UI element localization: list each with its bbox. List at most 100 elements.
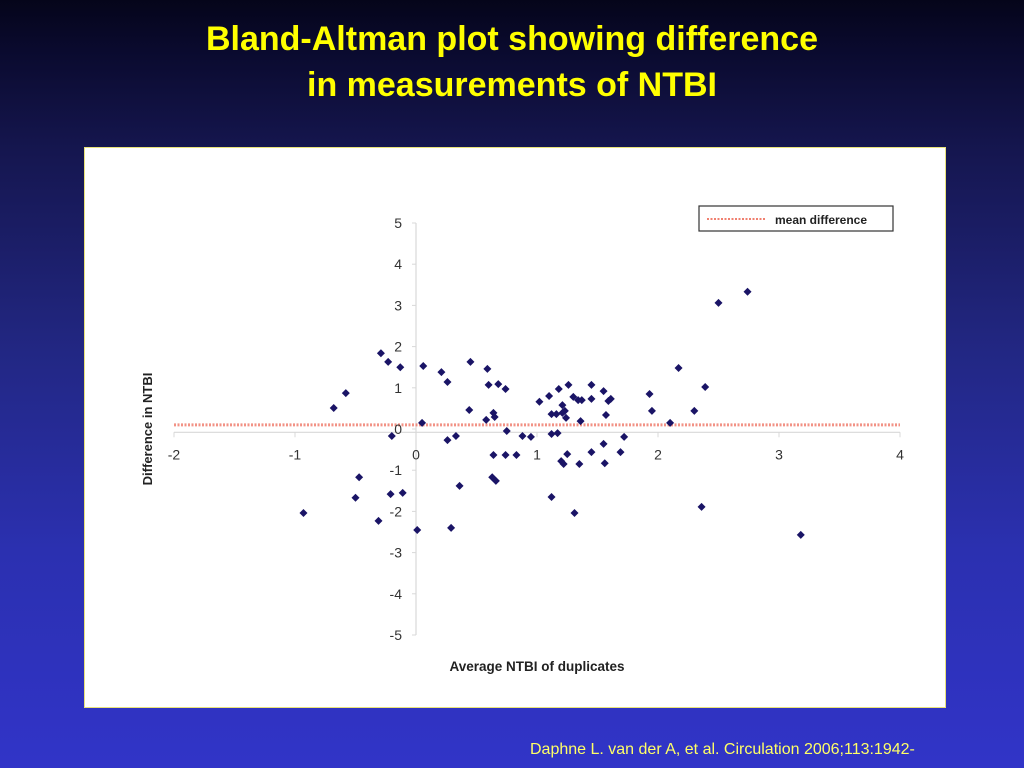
x-tick-label: -2 — [168, 446, 181, 462]
slide-title: Bland-Altman plot showing difference in … — [0, 16, 1024, 108]
data-point — [418, 418, 427, 427]
data-point — [558, 408, 567, 417]
data-point — [455, 481, 464, 490]
x-tick-label: 4 — [896, 446, 904, 462]
data-point — [501, 450, 510, 459]
data-point — [587, 380, 596, 389]
data-point — [600, 459, 609, 468]
data-point — [483, 364, 492, 373]
legend-label: mean difference — [775, 213, 867, 227]
data-point — [701, 382, 710, 391]
data-point — [387, 432, 396, 441]
data-point — [606, 394, 615, 403]
data-point — [501, 385, 510, 394]
data-point — [374, 516, 383, 525]
y-tick-label: 0 — [394, 421, 402, 437]
data-point — [341, 389, 350, 398]
data-point — [620, 432, 629, 441]
data-point — [443, 378, 452, 387]
data-point — [714, 298, 723, 307]
data-point — [384, 357, 393, 366]
data-point — [577, 396, 586, 405]
x-tick-label: 0 — [412, 446, 420, 462]
data-point — [587, 448, 596, 457]
data-point — [564, 380, 573, 389]
data-point — [512, 450, 521, 459]
data-point — [697, 502, 706, 511]
data-point — [647, 406, 656, 415]
data-point — [570, 509, 579, 518]
x-tick-label: 2 — [654, 446, 662, 462]
data-point — [563, 450, 572, 459]
data-point — [491, 476, 500, 485]
y-tick-label: 1 — [394, 380, 402, 396]
y-tick-label: 3 — [394, 297, 402, 313]
y-axis-label: Difference in NTBI — [140, 373, 155, 486]
chart-panel: 5 4 3 2 1 0 -1 -2 -3 -4 -5 -2 -1 0 1 2 3 4 Difference in … — [84, 147, 946, 708]
data-point — [743, 287, 752, 296]
data-point — [562, 413, 571, 422]
data-point — [376, 349, 385, 358]
data-point — [466, 357, 475, 366]
data-point — [489, 450, 498, 459]
data-point — [482, 415, 491, 424]
y-tick-label: 5 — [394, 215, 402, 231]
data-point — [490, 413, 499, 422]
data-point — [674, 364, 683, 373]
data-point — [484, 380, 493, 389]
data-point — [587, 394, 596, 403]
data-point — [553, 429, 562, 438]
data-point — [554, 385, 563, 394]
y-tick-label: 2 — [394, 339, 402, 355]
x-tick-label: -1 — [289, 446, 302, 462]
data-point — [599, 387, 608, 396]
data-point — [465, 406, 474, 415]
citation: Daphne L. van der A, et al. Circulation … — [530, 741, 915, 758]
data-point — [558, 401, 567, 410]
tick-labels: 5 4 3 2 1 0 -1 -2 -3 -4 -5 -2 -1 0 1 2 3 4 — [168, 215, 904, 643]
data-point — [690, 406, 699, 415]
data-point — [569, 392, 578, 401]
data-point — [547, 429, 556, 438]
data-point — [329, 403, 338, 412]
data-point — [535, 397, 544, 406]
data-point — [547, 410, 556, 419]
data-point — [547, 492, 556, 501]
data-point — [796, 530, 805, 539]
data-point — [559, 460, 568, 469]
data-point — [518, 432, 527, 441]
data-point — [447, 523, 456, 532]
data-point — [666, 418, 675, 427]
data-point — [299, 509, 308, 518]
data-point — [494, 380, 503, 389]
data-point — [576, 417, 585, 426]
data-points — [299, 287, 805, 539]
y-tick-label: -2 — [390, 503, 403, 519]
data-point — [601, 410, 610, 419]
data-point — [355, 473, 364, 482]
data-point — [526, 432, 535, 441]
data-point — [645, 389, 654, 398]
data-point — [599, 439, 608, 448]
legend: mean difference — [698, 205, 894, 232]
data-point — [351, 493, 360, 502]
title-line-2: in measurements of NTBI — [307, 66, 717, 104]
data-point — [396, 363, 405, 372]
y-tick-label: -4 — [390, 586, 403, 602]
data-point — [575, 460, 584, 469]
title-line-1: Bland-Altman plot showing difference — [205, 20, 819, 58]
data-point — [398, 488, 407, 497]
data-point — [552, 410, 561, 419]
y-tick-label: -1 — [390, 462, 403, 478]
y-tick-label: -3 — [390, 545, 403, 561]
data-point — [386, 490, 395, 499]
x-axis-label: Average NTBI of duplicates — [449, 659, 624, 674]
scatter-plot: 5 4 3 2 1 0 -1 -2 -3 -4 -5 -2 -1 0 1 2 3 4 Difference in … — [140, 205, 904, 674]
data-point — [437, 368, 446, 377]
data-point — [451, 432, 460, 441]
data-point — [616, 448, 625, 457]
x-tick-label: 1 — [533, 446, 541, 462]
axes — [173, 222, 901, 636]
data-point — [502, 427, 511, 436]
data-point — [443, 436, 452, 445]
